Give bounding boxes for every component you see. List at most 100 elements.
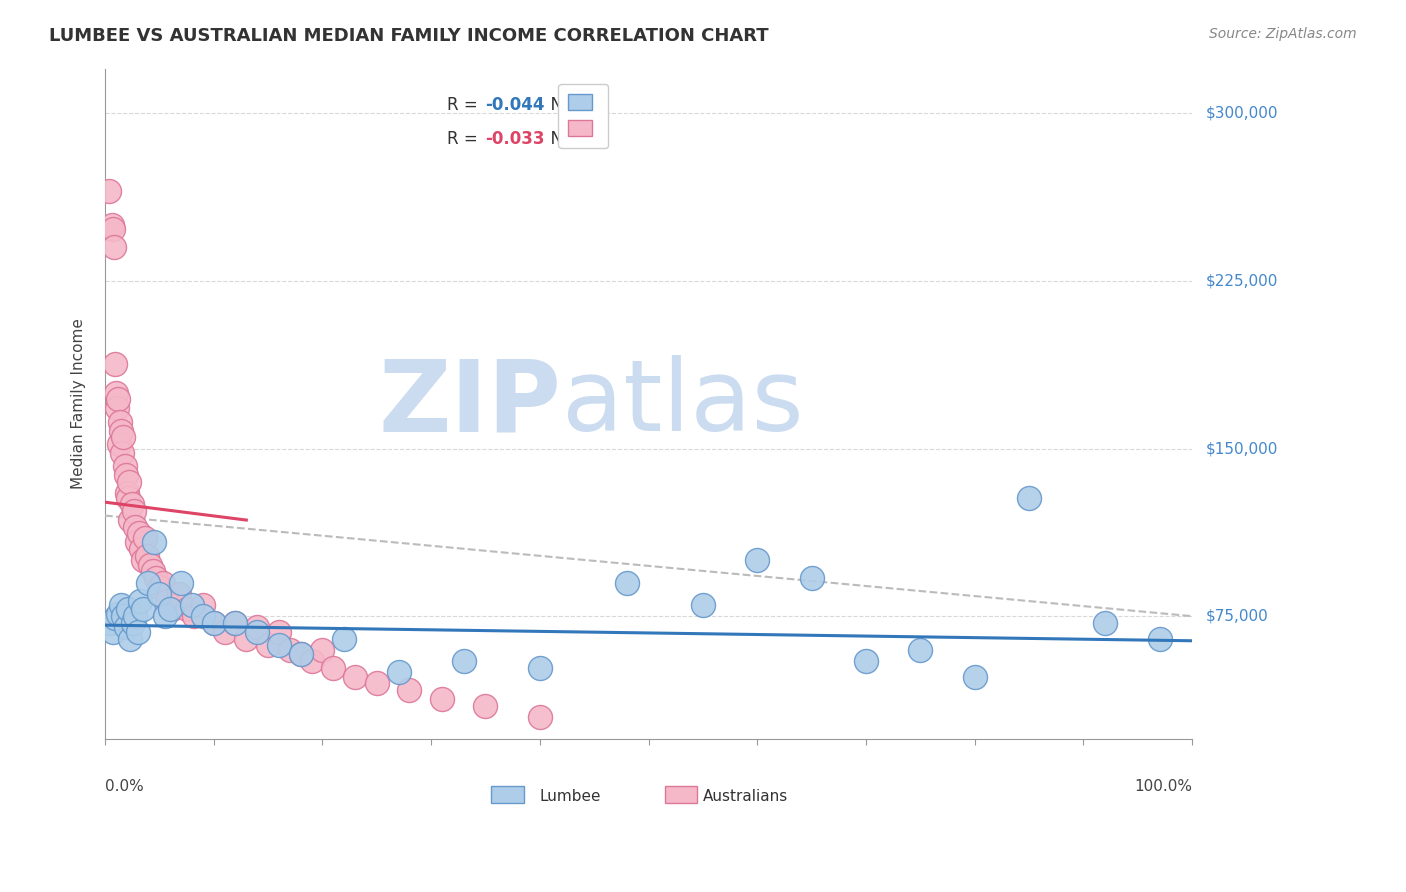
Text: $300,000: $300,000 — [1206, 106, 1278, 120]
Point — [118, 513, 141, 527]
Point — [176, 602, 198, 616]
Point — [162, 602, 184, 616]
Point — [121, 497, 143, 511]
Text: -0.044: -0.044 — [485, 96, 546, 114]
Text: atlas: atlas — [561, 355, 803, 452]
Text: 41: 41 — [578, 96, 600, 114]
Point — [224, 615, 246, 630]
Point — [267, 638, 290, 652]
Y-axis label: Median Family Income: Median Family Income — [72, 318, 86, 489]
Point — [110, 424, 132, 438]
Point — [430, 692, 453, 706]
Point — [117, 602, 139, 616]
Point — [387, 665, 409, 679]
Point — [855, 654, 877, 668]
Point — [181, 598, 204, 612]
Point — [322, 660, 344, 674]
Point — [159, 602, 181, 616]
Point — [114, 468, 136, 483]
Point — [136, 549, 159, 563]
Point — [103, 240, 125, 254]
Text: $150,000: $150,000 — [1206, 441, 1278, 456]
Text: 100.0%: 100.0% — [1135, 780, 1192, 795]
Point — [224, 615, 246, 630]
Point — [910, 642, 932, 657]
Point — [112, 430, 135, 444]
Point — [138, 558, 160, 572]
Point — [108, 437, 131, 451]
Point — [132, 553, 155, 567]
Point — [963, 669, 986, 683]
Point — [107, 392, 129, 407]
Point — [153, 609, 176, 624]
Text: R =: R = — [447, 130, 484, 148]
Point — [108, 415, 131, 429]
Point — [142, 535, 165, 549]
Point — [128, 526, 150, 541]
Point — [107, 607, 129, 621]
Point — [311, 642, 333, 657]
Point — [104, 357, 127, 371]
Text: $225,000: $225,000 — [1206, 273, 1278, 288]
Point — [267, 624, 290, 639]
Point — [529, 660, 551, 674]
Point — [104, 385, 127, 400]
Point — [692, 598, 714, 612]
Point — [124, 609, 146, 624]
Point — [257, 638, 280, 652]
Point — [301, 654, 323, 668]
Point — [122, 615, 145, 630]
Point — [110, 598, 132, 612]
Text: -0.033: -0.033 — [485, 130, 546, 148]
Point — [148, 580, 170, 594]
Text: N =: N = — [540, 96, 588, 114]
Point — [202, 615, 225, 630]
Point — [128, 593, 150, 607]
Point — [100, 615, 122, 630]
Point — [398, 682, 420, 697]
Point — [616, 575, 638, 590]
Point — [134, 531, 156, 545]
Text: 0.0%: 0.0% — [105, 780, 143, 795]
Point — [800, 571, 823, 585]
Point — [118, 475, 141, 489]
Legend: , : , — [558, 84, 609, 148]
Point — [235, 632, 257, 646]
Point — [747, 553, 769, 567]
Point — [366, 676, 388, 690]
Point — [474, 698, 496, 713]
Point — [104, 611, 127, 625]
Point — [111, 446, 134, 460]
Point — [278, 642, 301, 657]
Point — [142, 565, 165, 579]
Point — [105, 401, 128, 416]
Text: Source: ZipAtlas.com: Source: ZipAtlas.com — [1209, 27, 1357, 41]
Bar — [491, 786, 523, 803]
Point — [152, 575, 174, 590]
Text: Australians: Australians — [703, 789, 789, 805]
Bar — [665, 786, 697, 803]
Point — [132, 602, 155, 616]
Point — [118, 632, 141, 646]
Point — [290, 647, 312, 661]
Point — [246, 620, 269, 634]
Point — [138, 575, 160, 590]
Point — [125, 535, 148, 549]
Point — [100, 218, 122, 232]
Point — [101, 624, 124, 639]
Point — [453, 654, 475, 668]
Point — [1018, 491, 1040, 505]
Point — [156, 593, 179, 607]
Point — [124, 504, 146, 518]
Point — [129, 542, 152, 557]
Point — [333, 632, 356, 646]
Point — [98, 185, 121, 199]
Point — [115, 486, 138, 500]
Point — [1149, 632, 1171, 646]
Point — [214, 624, 236, 639]
Point — [112, 609, 135, 624]
Point — [124, 520, 146, 534]
Text: Lumbee: Lumbee — [540, 789, 602, 805]
Point — [191, 598, 214, 612]
Point — [183, 609, 205, 624]
